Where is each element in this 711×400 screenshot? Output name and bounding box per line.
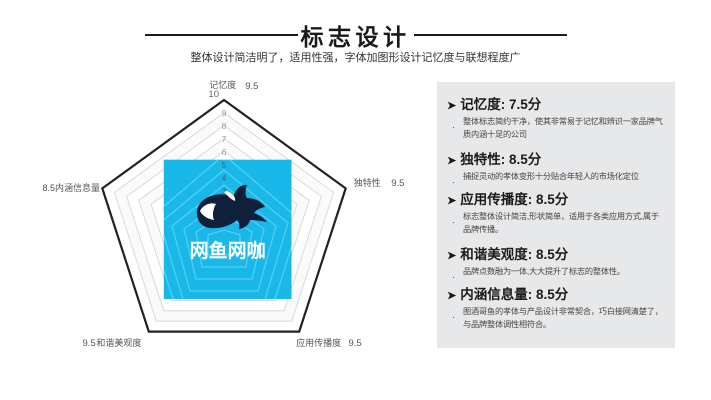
svg-text:应用传播度: 应用传播度 (296, 337, 341, 348)
svg-text:5: 5 (222, 160, 227, 170)
svg-text:4: 4 (222, 173, 227, 183)
svg-text:和谐美观度: 和谐美观度 (96, 337, 141, 348)
svg-text:9.5: 9.5 (82, 338, 95, 349)
svg-text:9.5: 9.5 (348, 338, 361, 349)
svg-text:10: 10 (208, 89, 219, 100)
svg-text:6: 6 (222, 147, 227, 157)
svg-text:8: 8 (222, 121, 227, 131)
svg-text:9.5: 9.5 (245, 81, 258, 92)
svg-text:独特性: 独特性 (354, 177, 381, 188)
svg-text:7: 7 (222, 134, 227, 144)
svg-text:9: 9 (222, 108, 227, 118)
svg-text:8.5内涵信息量: 8.5内涵信息量 (43, 182, 101, 193)
svg-text:9.5: 9.5 (391, 178, 404, 189)
svg-text:网鱼网咖: 网鱼网咖 (190, 239, 266, 262)
